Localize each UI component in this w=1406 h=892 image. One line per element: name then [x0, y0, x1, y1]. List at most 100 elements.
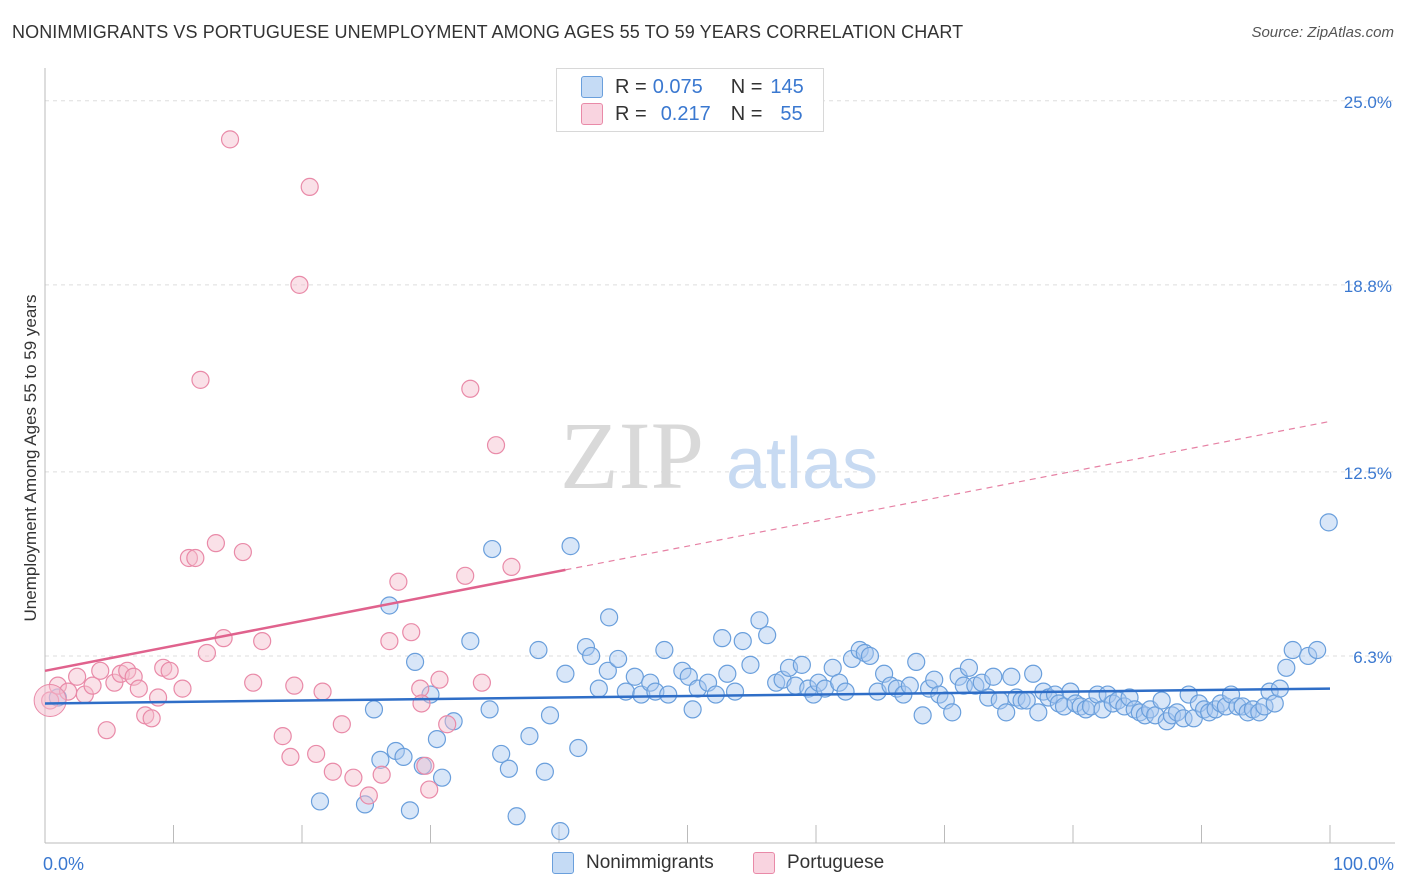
point-nonimmigrants: [499, 759, 518, 778]
trend-line-portuguese-extension: [565, 420, 1331, 571]
point-nonimmigrants: [1260, 682, 1279, 701]
point-portuguese: [290, 275, 309, 294]
point-nonimmigrants: [725, 682, 745, 701]
point-nonimmigrants: [625, 667, 644, 686]
axis-labels: 6.3% 12.5% 18.8% 25.0% 0.0% 100.0% Unemploymen…: [21, 93, 1394, 874]
point-nonimmigrants: [461, 632, 480, 651]
y-axis-label: Unemployment Among Ages 55 to 59 years: [21, 295, 40, 622]
point-portuguese: [411, 679, 430, 698]
point-portuguese: [173, 679, 192, 698]
data-points: [33, 130, 1338, 841]
point-nonimmigrants: [427, 729, 447, 749]
legend-label: Nonimmigrants: [586, 852, 714, 873]
legend-row-nonimmigrants: R = 0.075 N = 145: [581, 75, 804, 99]
point-nonimmigrants: [432, 768, 452, 787]
point-portuguese: [359, 786, 378, 805]
point-nonimmigrants: [492, 744, 511, 764]
legend-r-value: 0.075: [652, 75, 703, 98]
point-nonimmigrants: [1115, 697, 1134, 716]
point-nonimmigrants: [683, 700, 702, 719]
point-nonimmigrants: [1283, 640, 1302, 660]
point-portuguese: [105, 673, 124, 692]
point-portuguese: [461, 379, 480, 398]
y-tick-label: 12.5%: [1344, 464, 1392, 483]
legend-item-portuguese[interactable]: Portuguese: [753, 852, 884, 874]
point-nonimmigrants: [1319, 513, 1338, 532]
point-portuguese: [372, 765, 391, 784]
point-nonimmigrants: [1228, 697, 1247, 716]
point-nonimmigrants: [507, 807, 526, 826]
point-nonimmigrants: [1206, 700, 1225, 719]
series-legend: Nonimmigrants Portuguese: [0, 850, 1406, 878]
point-portuguese: [129, 679, 148, 698]
point-nonimmigrants: [483, 539, 502, 559]
point-nonimmigrants: [582, 646, 601, 666]
legend-swatch-blue: [581, 76, 603, 98]
point-nonimmigrants: [405, 652, 425, 671]
legend-item-nonimmigrants[interactable]: Nonimmigrants: [552, 852, 714, 874]
watermark-zip: ZIP: [560, 402, 704, 509]
trend-line-nonimmigrants: [44, 687, 1331, 705]
legend-r-label: R =: [615, 102, 647, 125]
point-nonimmigrants: [900, 676, 919, 695]
legend-n-label: N =: [730, 75, 763, 98]
point-nonimmigrants: [1002, 667, 1021, 686]
point-portuguese: [402, 623, 421, 642]
point-nonimmigrants: [659, 685, 678, 704]
y-tick-label: 6.3%: [1353, 648, 1392, 667]
point-portuguese: [412, 694, 431, 713]
trend-lines: [44, 420, 1331, 705]
point-nonimmigrants: [850, 640, 869, 660]
point-nonimmigrants: [1120, 688, 1139, 707]
point-nonimmigrants: [959, 658, 979, 677]
y-tick-label: 18.8%: [1344, 277, 1392, 296]
trend-line-portuguese: [44, 568, 566, 673]
point-nonimmigrants: [1152, 691, 1171, 710]
point-portuguese: [273, 727, 292, 746]
point-nonimmigrants: [913, 706, 932, 725]
point-portuguese: [206, 534, 226, 553]
point-nonimmigrants: [1125, 700, 1144, 719]
point-nonimmigrants: [520, 727, 539, 746]
point-nonimmigrants: [907, 652, 926, 671]
chart-title: NONIMMIGRANTS VS PORTUGUESE UNEMPLOYMENT…: [12, 22, 964, 42]
point-portuguese-large: [33, 683, 67, 717]
point-nonimmigrants: [1250, 703, 1269, 722]
point-nonimmigrants: [556, 664, 575, 683]
point-portuguese: [420, 780, 439, 799]
point-nonimmigrants: [576, 637, 596, 657]
point-portuguese: [124, 667, 143, 686]
point-nonimmigrants: [529, 640, 548, 660]
point-nonimmigrants: [1130, 703, 1149, 722]
point-nonimmigrants: [641, 673, 660, 692]
point-nonimmigrants: [1135, 706, 1155, 725]
point-portuguese: [220, 130, 240, 149]
point-nonimmigrants: [535, 762, 554, 781]
point-nonimmigrants: [540, 706, 560, 725]
point-nonimmigrants: [1308, 640, 1327, 660]
point-nonimmigrants: [310, 792, 330, 811]
x-tick-label: 100.0%: [1333, 854, 1394, 874]
point-portuguese: [179, 548, 199, 568]
point-portuguese: [416, 756, 435, 775]
point-portuguese: [285, 676, 304, 695]
y-tick-label: 25.0%: [1344, 93, 1392, 112]
point-nonimmigrants: [569, 738, 588, 758]
point-nonimmigrants: [997, 703, 1016, 722]
point-nonimmigrants: [718, 664, 737, 683]
x-tick-label: 0.0%: [43, 854, 84, 874]
point-nonimmigrants: [1029, 703, 1048, 722]
point-nonimmigrants: [733, 632, 752, 651]
point-portuguese: [281, 747, 300, 767]
correlation-legend: R = 0.075 N = 145 R = 0.217 N = 55: [556, 68, 824, 132]
point-portuguese: [68, 667, 87, 686]
legend-row-portuguese: R = 0.217 N = 55: [581, 102, 803, 126]
point-portuguese: [472, 673, 491, 692]
point-nonimmigrants: [1277, 658, 1296, 677]
point-nonimmigrants: [1024, 664, 1043, 683]
watermark: ZIP atlas: [560, 402, 878, 509]
point-nonimmigrants: [836, 682, 855, 701]
point-portuguese: [307, 744, 326, 764]
point-nonimmigrants: [984, 667, 1003, 686]
